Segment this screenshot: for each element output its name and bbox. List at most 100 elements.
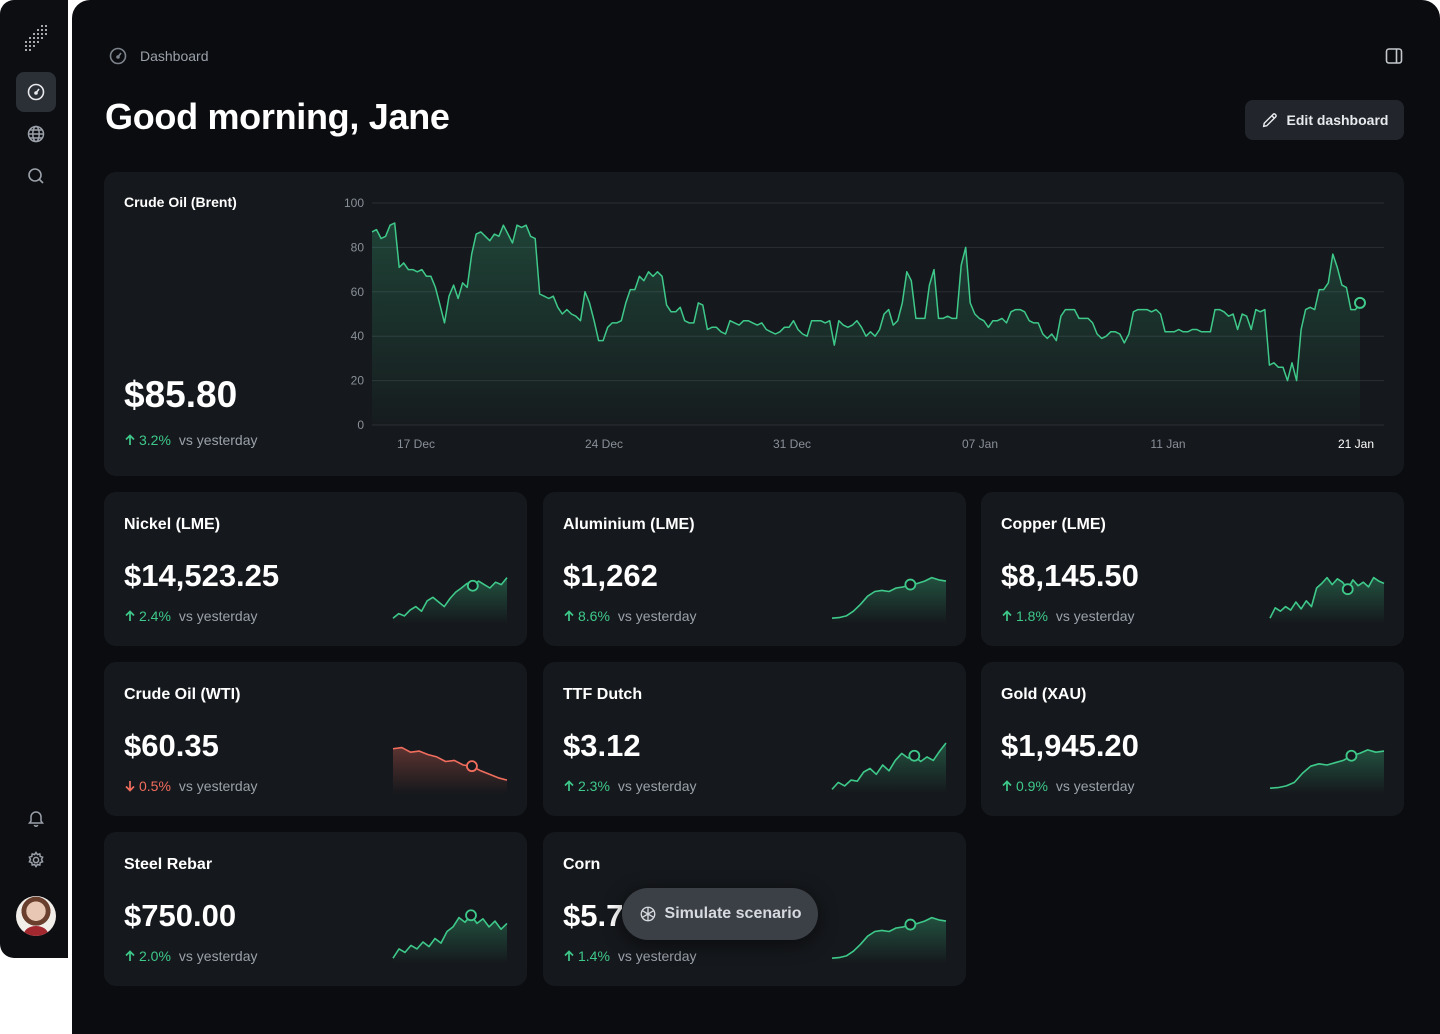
globe-icon — [27, 125, 45, 143]
sparkline-line — [831, 742, 947, 790]
brent-price-chart[interactable]: 0 20 40 60 80 100 17 Dec 24 Dec 31 Dec 07 Jan 11 J… — [332, 192, 1392, 462]
arrow-up-icon — [564, 610, 574, 621]
hero-card-brent[interactable]: Crude Oil (Brent) $85.80 3.2% vs yesterd… — [104, 172, 1404, 476]
card-vs-label: vs yesterday — [617, 608, 697, 624]
sparkline-chart — [831, 576, 947, 624]
card-vs-label: vs yesterday — [178, 778, 258, 794]
sidebar — [0, 0, 68, 958]
sidebar-item-settings[interactable] — [16, 840, 56, 880]
card-change: 8.6% vs yesterday — [563, 608, 697, 624]
card-change-value: 1.8% — [1016, 608, 1048, 624]
card-title: Crude Oil (WTI) — [124, 686, 241, 703]
card-change: 1.8% vs yesterday — [1001, 608, 1135, 624]
sparkline-marker — [908, 749, 921, 762]
gear-icon — [28, 851, 44, 868]
sparkline-chart — [392, 577, 508, 624]
card-change-percent: 2.4% — [124, 608, 171, 624]
commodity-card[interactable]: Nickel (LME) $14,523.25 2.4% vs yesterday — [104, 492, 527, 646]
card-price: $14,523.25 — [124, 558, 280, 593]
card-title: Nickel (LME) — [124, 516, 221, 533]
sidebar-item-dashboard[interactable] — [16, 72, 56, 112]
sparkline-line — [831, 916, 947, 959]
hero-vs-label: vs yesterday — [178, 432, 258, 448]
sparkline-marker — [904, 918, 917, 931]
card-change: 1.4% vs yesterday — [563, 948, 697, 964]
x-tick-label: 31 Dec — [773, 437, 811, 451]
commodity-card[interactable]: Copper (LME) $8,145.50 1.8% vs yesterday — [981, 492, 1404, 646]
sparkline-area — [1270, 577, 1384, 624]
sparkline-line — [392, 746, 508, 781]
card-change-percent: 2.3% — [563, 778, 610, 794]
commodity-card[interactable]: Aluminium (LME) $1,262 8.6% vs yesterday — [543, 492, 966, 646]
pencil-icon — [1262, 113, 1277, 128]
x-tick-label: 21 Jan — [1338, 437, 1374, 451]
commodity-card[interactable]: TTF Dutch $3.12 2.3% vs yesterday — [543, 662, 966, 816]
sparkline-area — [393, 915, 507, 964]
y-tick-label: 40 — [351, 329, 365, 343]
search-icon — [28, 168, 44, 184]
hero-price: $85.80 — [124, 374, 238, 415]
card-title: Steel Rebar — [124, 856, 213, 873]
card-change-value: 1.4% — [578, 948, 610, 964]
card-vs-label: vs yesterday — [1055, 778, 1135, 794]
card-price: $3.12 — [563, 728, 641, 763]
price-line — [371, 222, 1361, 382]
panel-toggle-icon[interactable] — [1384, 46, 1404, 66]
commodity-card[interactable]: Steel Rebar $750.00 2.0% vs yesterday — [104, 832, 527, 986]
card-vs-label: vs yesterday — [1055, 608, 1135, 624]
breadcrumb: Dashboard — [108, 46, 209, 66]
edit-dashboard-button[interactable]: Edit dashboard — [1245, 100, 1404, 140]
hero-change-percent: 3.2% — [124, 432, 171, 448]
simulate-scenario-label: Simulate scenario — [664, 905, 802, 922]
card-title: TTF Dutch — [563, 686, 643, 703]
card-vs-label: vs yesterday — [617, 778, 697, 794]
sparkline-chart — [831, 916, 947, 964]
x-tick-label: 11 Jan — [1150, 437, 1185, 451]
card-price: $5.7 — [563, 898, 624, 933]
arrow-up-icon — [125, 950, 135, 961]
sparkline-line — [831, 576, 947, 619]
arrow-up-icon — [125, 434, 135, 445]
commodity-card[interactable]: Crude Oil (WTI) $60.35 0.5% vs yesterday — [104, 662, 527, 816]
card-change-value: 2.3% — [578, 778, 610, 794]
card-vs-label: vs yesterday — [617, 948, 697, 964]
card-change-value: 2.4% — [139, 608, 171, 624]
sparkline-marker — [465, 909, 477, 922]
card-title: Corn — [563, 856, 601, 873]
arrow-up-icon — [125, 610, 135, 621]
sidebar-item-search[interactable] — [16, 156, 56, 196]
card-change-value: 2.0% — [139, 948, 171, 964]
card-price: $1,945.20 — [1001, 728, 1139, 763]
simulate-scenario-button[interactable]: Simulate scenario — [622, 888, 818, 940]
y-tick-label: 0 — [357, 418, 364, 432]
y-tick-label: 60 — [351, 285, 365, 299]
y-tick-label: 20 — [351, 374, 365, 388]
card-title: Copper (LME) — [1001, 516, 1106, 533]
hero-change-value: 3.2% — [139, 432, 171, 448]
card-change: 0.9% vs yesterday — [1001, 778, 1135, 794]
hero-title: Crude Oil (Brent) — [124, 194, 237, 210]
card-change-value: 8.6% — [578, 608, 610, 624]
sparkline-chart — [392, 746, 508, 794]
sidebar-item-markets[interactable] — [16, 114, 56, 154]
sparkline-area — [393, 577, 507, 624]
card-price: $750.00 — [124, 898, 237, 933]
sparkline-area — [393, 747, 507, 794]
commodity-card[interactable]: Gold (XAU) $1,945.20 0.9% vs yesterday — [981, 662, 1404, 816]
sparkline-area — [832, 917, 946, 964]
card-price: $60.35 — [124, 728, 219, 763]
card-price: $1,262 — [563, 558, 658, 593]
breadcrumb-label[interactable]: Dashboard — [140, 48, 209, 64]
gauge-icon — [109, 47, 127, 65]
sidebar-item-notifications[interactable] — [16, 798, 56, 838]
sparkline-line — [392, 914, 508, 959]
x-tick-label: 17 Dec — [397, 437, 435, 451]
main-content: Dashboard Good morning, Jane Edit dashbo… — [72, 0, 1440, 1034]
card-change: 2.3% vs yesterday — [563, 778, 697, 794]
avatar[interactable] — [16, 896, 56, 936]
logo-icon[interactable] — [20, 22, 52, 54]
y-tick-label: 100 — [344, 196, 364, 210]
sparkline-area — [832, 577, 946, 624]
sparkline-marker — [1345, 749, 1358, 762]
current-price-marker — [1354, 296, 1366, 309]
